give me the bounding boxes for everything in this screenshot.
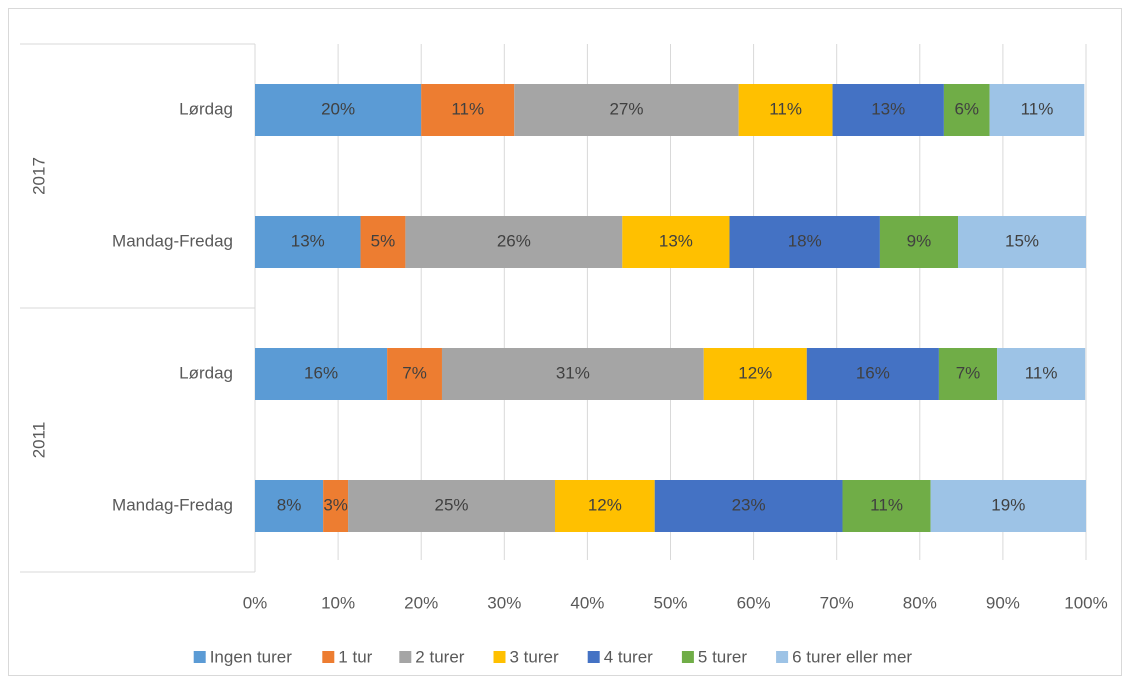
data-label: 26% bbox=[497, 231, 531, 250]
data-label: 27% bbox=[609, 99, 643, 118]
legend-label: 3 turer bbox=[510, 647, 559, 666]
bar-segment bbox=[514, 84, 739, 136]
bar-segment bbox=[729, 216, 880, 268]
bar-segment bbox=[323, 480, 349, 532]
legend-swatch bbox=[776, 651, 789, 663]
legend-swatch bbox=[493, 651, 506, 663]
data-label: 7% bbox=[956, 363, 981, 382]
data-label: 13% bbox=[291, 231, 325, 250]
group-label: 2011 bbox=[29, 422, 48, 459]
y-tick-label: Lørdag bbox=[179, 363, 233, 382]
bar-segment bbox=[360, 216, 406, 268]
legend-label: 2 turer bbox=[415, 647, 464, 666]
x-tick-label: 10% bbox=[321, 593, 355, 612]
legend-label: 6 turer eller mer bbox=[792, 647, 912, 666]
data-label: 6% bbox=[954, 99, 979, 118]
data-label: 12% bbox=[588, 495, 622, 514]
x-tick-label: 80% bbox=[903, 593, 937, 612]
y-tick-label: Lørdag bbox=[179, 99, 233, 118]
data-label: 12% bbox=[738, 363, 772, 382]
data-label: 13% bbox=[659, 231, 693, 250]
legend-swatch bbox=[193, 651, 206, 663]
legend-label: 1 tur bbox=[338, 647, 372, 666]
y-tick-label: Mandag-Fredag bbox=[112, 231, 233, 250]
x-tick-label: 0% bbox=[243, 593, 268, 612]
legend-label: 5 turer bbox=[698, 647, 747, 666]
data-label: 8% bbox=[277, 495, 302, 514]
data-label: 25% bbox=[435, 495, 469, 514]
data-label: 5% bbox=[371, 231, 396, 250]
x-tick-label: 40% bbox=[570, 593, 604, 612]
data-label: 16% bbox=[856, 363, 890, 382]
data-label: 13% bbox=[871, 99, 905, 118]
bar-segment bbox=[255, 348, 388, 400]
data-label: 19% bbox=[991, 495, 1025, 514]
bar-segment bbox=[622, 216, 730, 268]
x-tick-label: 30% bbox=[487, 593, 521, 612]
bar-segment bbox=[348, 480, 555, 532]
bar-segment bbox=[405, 216, 623, 268]
legend-label: 4 turer bbox=[604, 647, 653, 666]
bar-segment bbox=[738, 84, 833, 136]
legend-swatch bbox=[587, 651, 600, 663]
data-label: 3% bbox=[323, 495, 348, 514]
data-label: 15% bbox=[1005, 231, 1039, 250]
bar-segment bbox=[989, 84, 1085, 136]
bar-segment bbox=[387, 348, 442, 400]
x-tick-label: 70% bbox=[820, 593, 854, 612]
bar-segment bbox=[703, 348, 807, 400]
legend-swatch bbox=[322, 651, 335, 663]
legend-swatch bbox=[399, 651, 412, 663]
legend-swatch bbox=[681, 651, 694, 663]
group-label: 2017 bbox=[29, 157, 48, 195]
data-label: 9% bbox=[907, 231, 932, 250]
bar-segment bbox=[938, 348, 998, 400]
bar-segment bbox=[997, 348, 1086, 400]
bar-segment bbox=[255, 84, 422, 136]
data-label: 11% bbox=[1021, 99, 1054, 118]
bar-segment bbox=[441, 348, 704, 400]
data-label: 11% bbox=[769, 99, 802, 118]
x-tick-label: 60% bbox=[737, 593, 771, 612]
data-label: 23% bbox=[732, 495, 766, 514]
x-tick-label: 100% bbox=[1064, 593, 1107, 612]
bar-segment bbox=[255, 480, 324, 532]
legend-label: Ingen turer bbox=[210, 647, 293, 666]
data-label: 11% bbox=[870, 495, 903, 514]
bar-segment bbox=[842, 480, 931, 532]
x-tick-label: 90% bbox=[986, 593, 1020, 612]
bar-segment bbox=[879, 216, 959, 268]
bar-segment bbox=[943, 84, 990, 136]
bar-segment bbox=[930, 480, 1086, 532]
bar-segment bbox=[806, 348, 939, 400]
bar-segment bbox=[255, 216, 361, 268]
x-tick-label: 50% bbox=[653, 593, 687, 612]
bar-segment bbox=[554, 480, 655, 532]
y-tick-label: Mandag-Fredag bbox=[112, 495, 233, 514]
data-label: 11% bbox=[451, 99, 484, 118]
data-label: 31% bbox=[556, 363, 590, 382]
data-label: 18% bbox=[788, 231, 822, 250]
data-label: 7% bbox=[402, 363, 427, 382]
bar-segment bbox=[421, 84, 515, 136]
x-tick-label: 20% bbox=[404, 593, 438, 612]
data-label: 20% bbox=[321, 99, 355, 118]
data-label: 16% bbox=[304, 363, 338, 382]
bar-segment bbox=[958, 216, 1086, 268]
data-label: 11% bbox=[1025, 363, 1058, 382]
bar-segment bbox=[832, 84, 944, 136]
bar-segment bbox=[654, 480, 843, 532]
